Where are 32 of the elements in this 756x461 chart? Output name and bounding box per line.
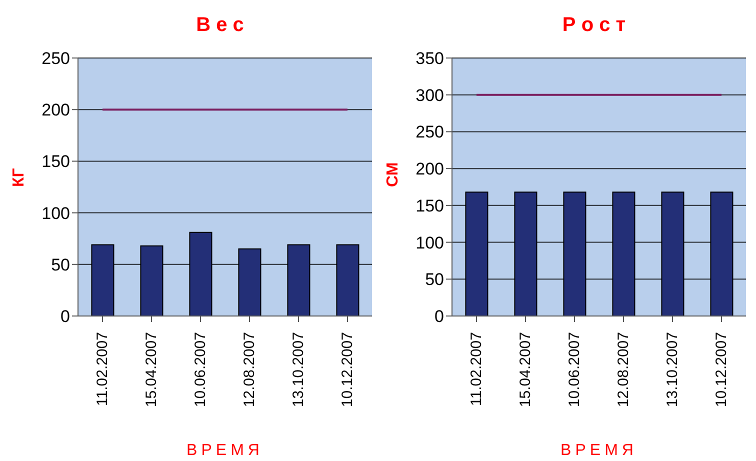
x-tick-label: 13.10.2007 xyxy=(290,332,307,408)
x-tick-label: 12.08.2007 xyxy=(615,332,632,408)
x-tick-label: 15.04.2007 xyxy=(143,332,160,408)
x-tick-label: 10.06.2007 xyxy=(192,332,209,408)
y-tick-label: 250 xyxy=(42,49,70,68)
y-tick-label: 50 xyxy=(51,255,70,274)
chart-title: В е с xyxy=(195,13,245,38)
x-tick-label: 10.12.2007 xyxy=(713,332,730,408)
y-tick-label: 200 xyxy=(42,100,70,120)
y-axis-title: СМ xyxy=(384,162,402,187)
y-tick-label: 150 xyxy=(416,196,444,216)
x-tick-label: 10.06.2007 xyxy=(566,332,583,408)
y-tick-label: 300 xyxy=(416,86,444,105)
x-tick-label: 11.02.2007 xyxy=(468,332,485,406)
chart-title: Р о с т xyxy=(561,13,627,38)
y-tick-label: 250 xyxy=(416,122,444,142)
y-tick-label: 0 xyxy=(60,307,70,326)
x-tick-label: 12.08.2007 xyxy=(241,332,258,408)
y-tick-label: 50 xyxy=(425,270,444,290)
y-axis-title: КГ xyxy=(10,168,28,187)
y-tick-label: 200 xyxy=(416,160,444,179)
x-tick-label: 11.02.2007 xyxy=(94,332,111,406)
y-tick-label: 100 xyxy=(42,204,70,223)
x-tick-label: 13.10.2007 xyxy=(664,332,681,408)
y-tick-label: 350 xyxy=(416,49,444,68)
x-axis-title: ВРЕМЯ xyxy=(186,442,264,459)
x-axis-title: ВРЕМЯ xyxy=(560,442,638,459)
x-tick-label: 10.12.2007 xyxy=(339,332,356,408)
x-tick-label: 15.04.2007 xyxy=(517,332,534,408)
y-tick-label: 0 xyxy=(434,307,444,326)
y-tick-label: 100 xyxy=(416,233,444,252)
y-tick-label: 150 xyxy=(42,152,70,172)
